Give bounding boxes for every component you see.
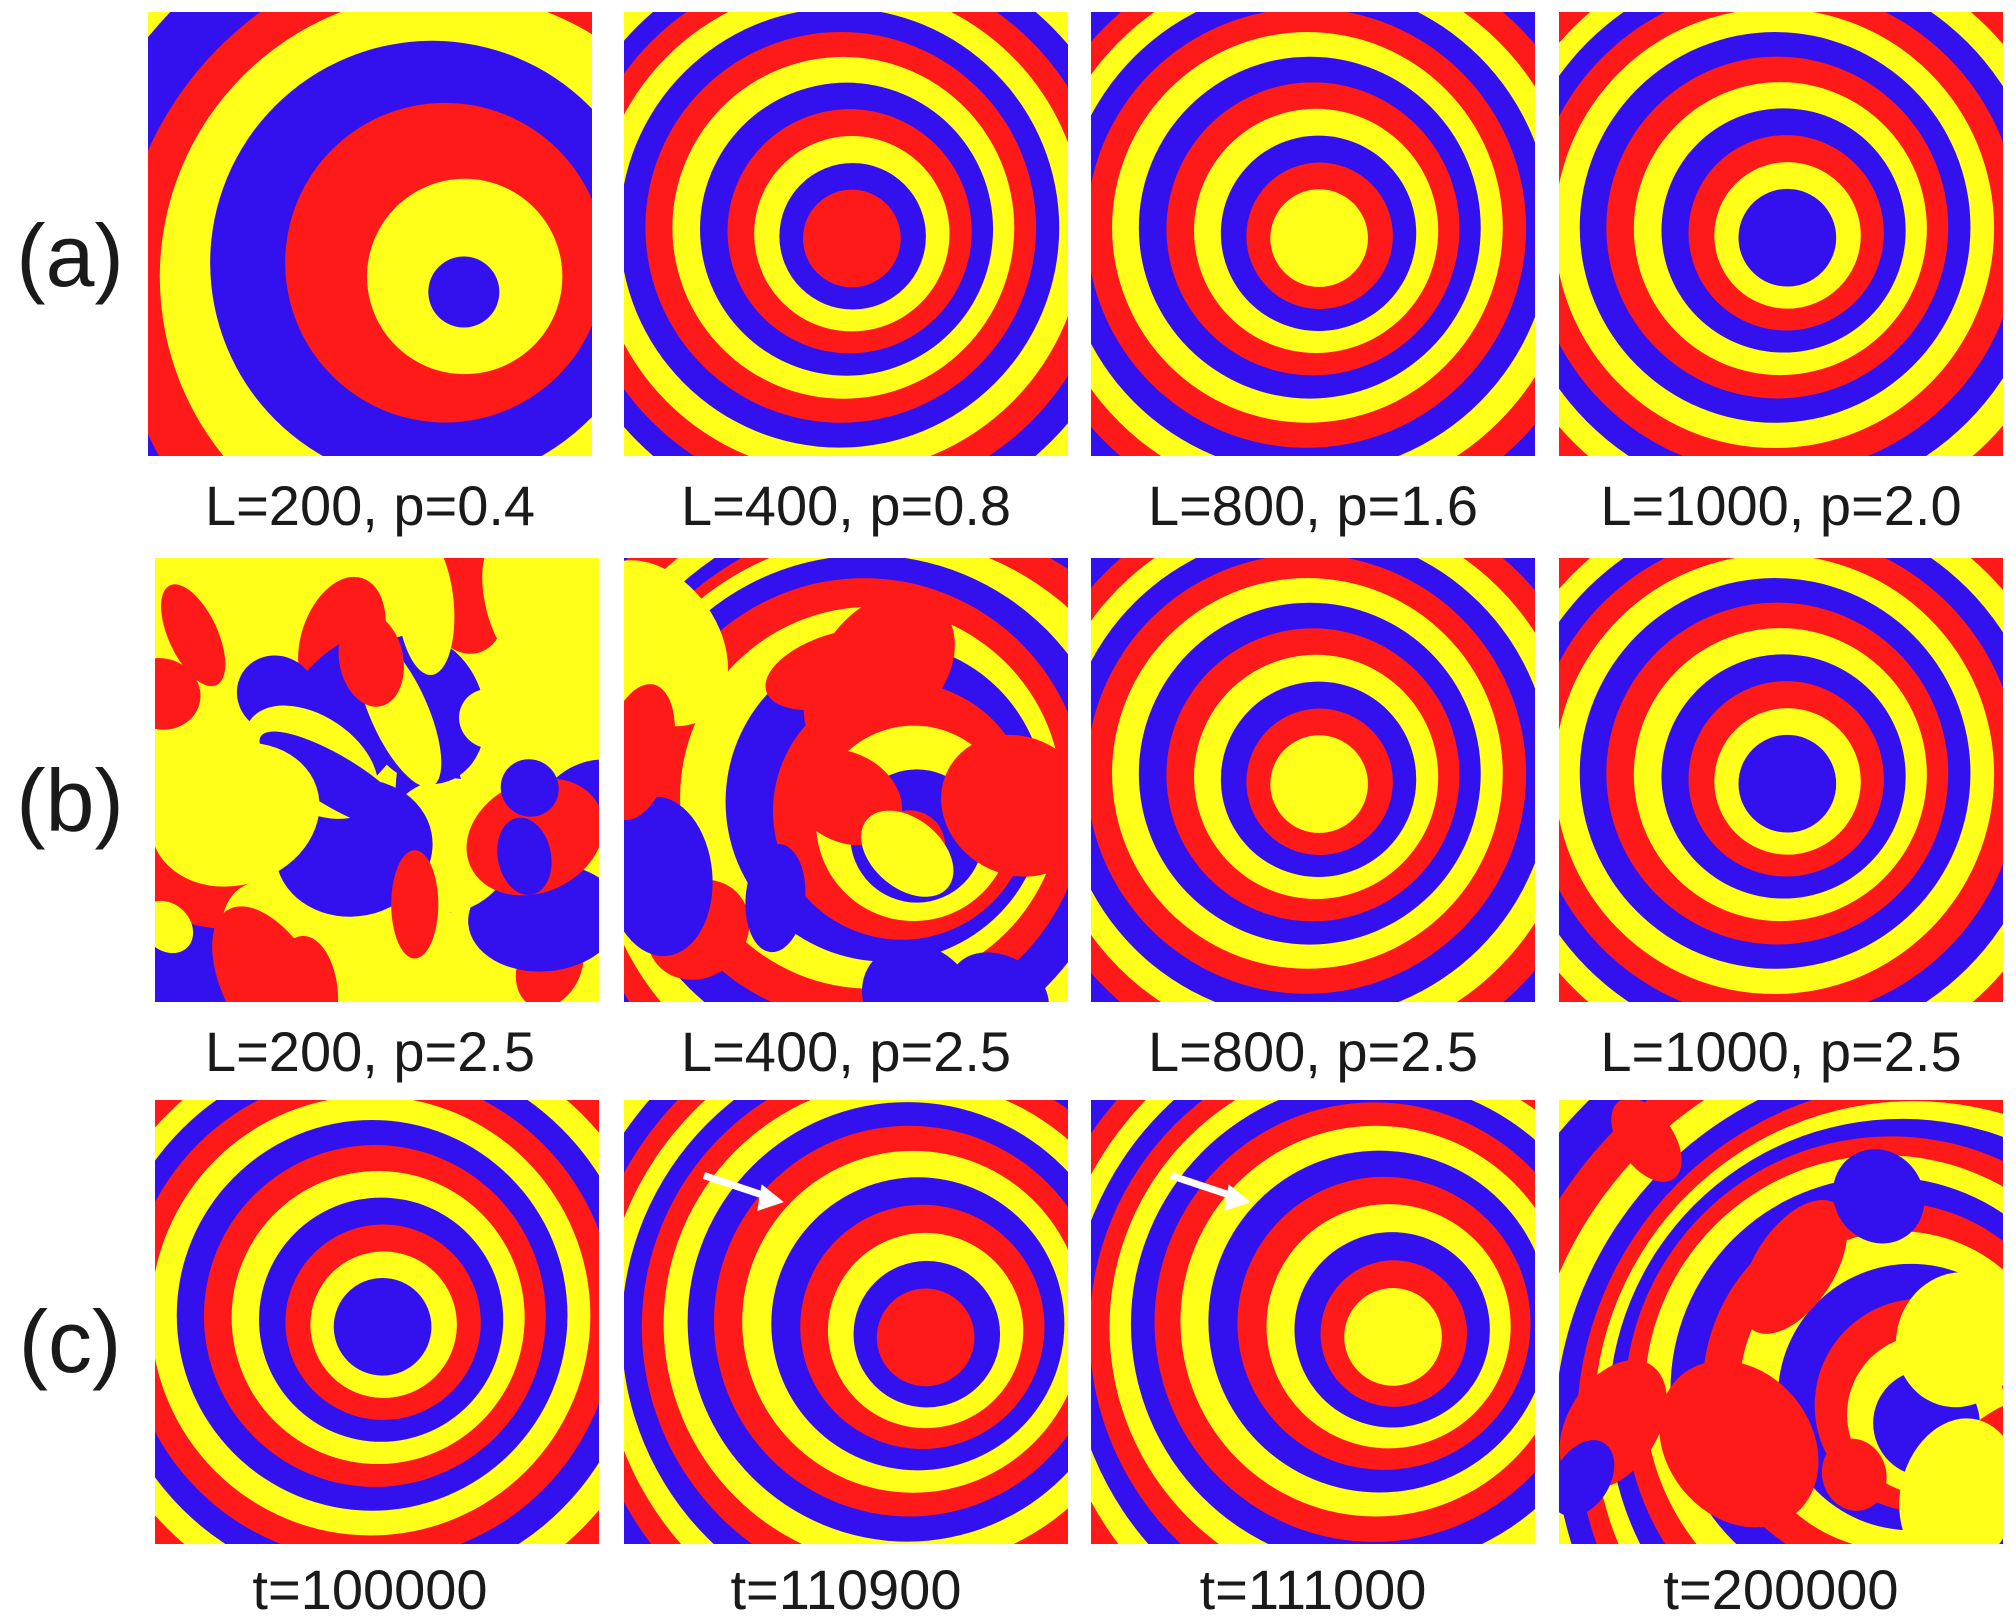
panel-caption-a3: L=800, p=1.6 (1083, 478, 1543, 534)
pattern-panel-c4 (1559, 1100, 2003, 1544)
panel-caption-c4: t=200000 (1551, 1562, 2011, 1618)
pattern-panel-a4 (1559, 12, 2003, 456)
pattern-panel-a2 (624, 12, 1068, 456)
row-label-b: (b) (0, 757, 140, 845)
panel-caption-a1: L=200, p=0.4 (140, 478, 600, 534)
panel-caption-b2: L=400, p=2.5 (616, 1024, 1076, 1080)
pattern-panel-c1 (155, 1100, 599, 1544)
pattern-panel-c3 (1091, 1100, 1535, 1544)
panel-caption-a4: L=1000, p=2.0 (1551, 478, 2011, 534)
row-label-a: (a) (0, 212, 140, 300)
row-label-c: (c) (0, 1298, 140, 1386)
panel-caption-c3: t=111000 (1083, 1562, 1543, 1618)
panel-caption-c2: t=110900 (616, 1562, 1076, 1618)
pattern-panel-b3 (1091, 558, 1535, 1002)
pattern-panel-b4 (1559, 558, 2003, 1002)
panel-caption-c1: t=100000 (140, 1562, 600, 1618)
pattern-panel-a3 (1091, 12, 1535, 456)
pattern-panel-c2 (624, 1100, 1068, 1544)
panel-caption-b1: L=200, p=2.5 (140, 1024, 600, 1080)
panel-caption-a2: L=400, p=0.8 (616, 478, 1076, 534)
pattern-panel-b1 (155, 558, 599, 1002)
pattern-panel-a1 (148, 12, 592, 456)
pattern-panel-b2 (624, 558, 1068, 1002)
panel-caption-b3: L=800, p=2.5 (1083, 1024, 1543, 1080)
panel-caption-b4: L=1000, p=2.5 (1551, 1024, 2011, 1080)
